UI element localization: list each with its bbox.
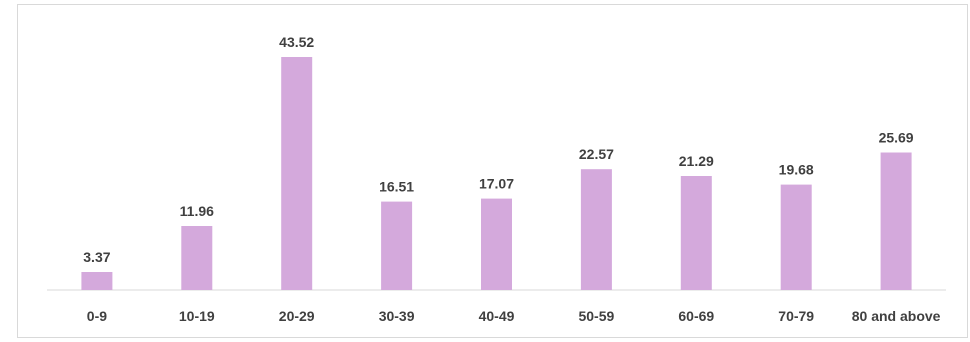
bar-70-79 [780, 184, 812, 290]
x-tick-labels-group: 0-9 10-19 20-29 30-39 40-49 50-59 60-69 70-79 80… [87, 308, 941, 324]
value-label-60-69: 21.29 [679, 153, 714, 169]
value-label-80-and-above: 25.69 [879, 130, 914, 146]
x-tick-label-20-29: 20-29 [279, 308, 315, 324]
chart-border [17, 4, 968, 338]
x-tick-label-70-79: 70-79 [778, 308, 814, 324]
bar-40-49 [481, 198, 512, 290]
bar-30-39 [381, 201, 413, 290]
x-tick-label-60-69: 60-69 [678, 308, 714, 324]
x-tick-label-10-19: 10-19 [179, 308, 215, 324]
bar-10-19 [181, 226, 213, 290]
value-label-30-39: 16.51 [379, 179, 414, 195]
x-tick-label-30-39: 30-39 [379, 308, 415, 324]
x-tick-label-0-9: 0-9 [87, 308, 107, 324]
value-labels-group: 3.37 11.96 43.52 16.51 17.07 22.57 21.29 19.68 2… [83, 34, 914, 265]
value-label-50-59: 22.57 [579, 146, 614, 162]
bar-60-69 [680, 176, 712, 290]
bar-0-9 [81, 272, 113, 290]
bar-20-29 [281, 57, 313, 290]
value-label-0-9: 3.37 [83, 249, 110, 265]
value-label-40-49: 17.07 [479, 176, 514, 192]
bar-80-and-above [880, 152, 912, 290]
value-label-20-29: 43.52 [279, 34, 314, 50]
x-tick-label-50-59: 50-59 [578, 308, 614, 324]
x-tick-label-80-and-above: 80 and above [852, 308, 941, 324]
value-label-10-19: 11.96 [180, 203, 214, 219]
bar-50-59 [580, 169, 612, 290]
value-label-70-79: 19.68 [779, 162, 814, 178]
bars-group [81, 57, 912, 290]
x-tick-label-40-49: 40-49 [479, 308, 515, 324]
